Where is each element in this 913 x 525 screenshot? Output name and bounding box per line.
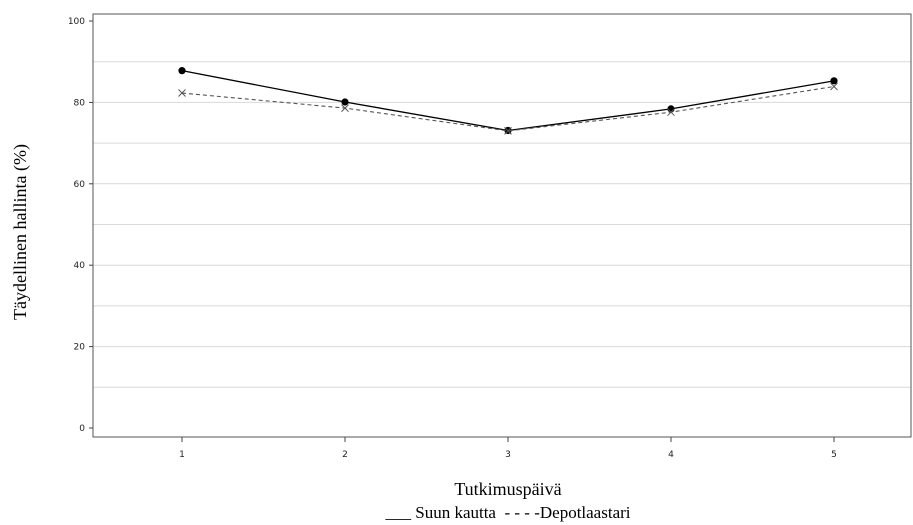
legend: ___ Suun kautta - - - -Depotlaastari: [384, 503, 630, 522]
series-line-2: [181, 85, 835, 132]
data-point-circle: [830, 77, 838, 85]
data-point-circle: [178, 67, 186, 75]
data-point-x: [341, 104, 349, 112]
x-axis-ticks: 1 2 3 4 5: [179, 437, 837, 460]
data-point-circle: [667, 105, 675, 113]
x-tick-label: 3: [505, 450, 511, 460]
x-tick-label: 2: [342, 450, 348, 460]
y-tick-label: 40: [74, 261, 86, 271]
x-stroke: [830, 82, 838, 91]
x-stroke: [178, 89, 186, 97]
y-axis-ticks: 0 20 40 60 80 100: [68, 17, 93, 434]
x-stroke: [667, 108, 675, 117]
series-line-1: [181, 70, 835, 132]
data-point-x: [504, 127, 512, 135]
x-axis-title: Tutkimuspäivä: [454, 479, 561, 499]
x-stroke: [341, 104, 349, 112]
y-tick-label: 80: [74, 98, 86, 108]
data-point-x: [667, 108, 675, 117]
x-stroke: [504, 127, 512, 135]
axes: [92, 13, 912, 438]
x-tick-label: 4: [668, 450, 674, 460]
plot-frame: [92, 13, 912, 438]
y-tick-label: 20: [74, 343, 86, 353]
y-tick-label: 0: [79, 424, 85, 434]
y-tick-label: 100: [68, 17, 85, 27]
gridlines: [93, 61, 911, 388]
x-tick-label: 5: [831, 450, 837, 460]
y-axis-title: Täydellinen hallinta (%): [10, 144, 31, 320]
data-point-circle: [341, 98, 349, 106]
x-tick-label: 1: [179, 450, 185, 460]
y-tick-label: 60: [74, 180, 86, 190]
series-group: [178, 67, 838, 135]
data-point-x: [178, 89, 186, 97]
data-point-x: [830, 82, 838, 91]
